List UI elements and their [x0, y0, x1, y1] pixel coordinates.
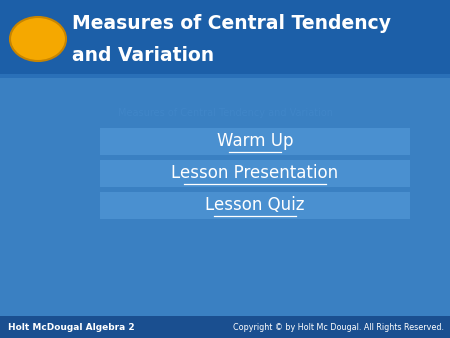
- Bar: [100, 128, 410, 155]
- Text: Measures of Central Tendency and Variation: Measures of Central Tendency and Variati…: [117, 108, 333, 118]
- Ellipse shape: [10, 17, 66, 61]
- Bar: [0, 0, 450, 78]
- Text: Copyright © by Holt Mc Dougal. All Rights Reserved.: Copyright © by Holt Mc Dougal. All Right…: [233, 322, 444, 332]
- Text: Lesson Presentation: Lesson Presentation: [171, 165, 338, 183]
- Bar: [100, 160, 410, 187]
- Text: Warm Up: Warm Up: [217, 132, 293, 150]
- Text: and Variation: and Variation: [72, 46, 214, 65]
- Text: Measures of Central Tendency: Measures of Central Tendency: [72, 14, 391, 33]
- Text: Holt McDougal Algebra 2: Holt McDougal Algebra 2: [8, 322, 135, 332]
- Bar: [0, 74, 450, 78]
- Text: Lesson Quiz: Lesson Quiz: [205, 196, 305, 215]
- Bar: [0, 316, 450, 338]
- Bar: [100, 192, 410, 219]
